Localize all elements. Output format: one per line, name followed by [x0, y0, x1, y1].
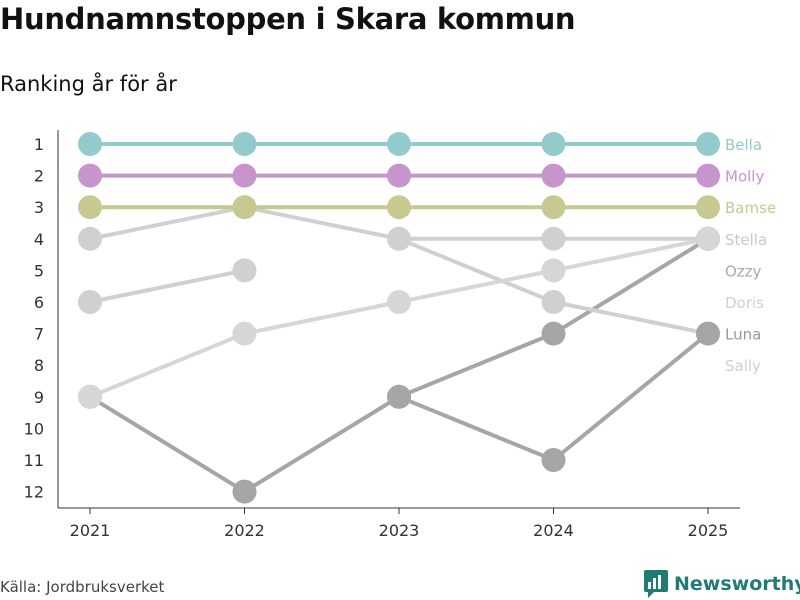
data-point: [78, 226, 102, 251]
series-line: [89, 236, 709, 399]
x-tick-label: 2025: [688, 521, 729, 540]
data-point: [541, 321, 566, 346]
x-tick-label: 2024: [533, 521, 574, 540]
y-tick-label: 6: [34, 293, 44, 312]
series-line: [89, 205, 709, 336]
y-tick-label: 5: [34, 261, 44, 280]
end-labels: Bella Molly Bamse Stella Ozzy Doris Luna Sally: [725, 136, 776, 375]
series-end-label: Bamse: [725, 199, 776, 217]
y-tick-label: 7: [34, 325, 44, 344]
y-tick-label: 12: [24, 483, 44, 502]
newsworthy-logo-icon: [644, 570, 668, 598]
data-point: [78, 384, 102, 409]
data-point: [541, 226, 566, 251]
series-end-label: Doris: [725, 294, 764, 312]
data-point: [696, 132, 720, 156]
data-point: [387, 226, 411, 251]
data-point: [696, 226, 720, 251]
y-tick-label: 8: [34, 356, 44, 375]
series-luna: [398, 332, 710, 462]
data-point: [387, 195, 411, 220]
series-line: [398, 332, 710, 462]
data-point: [541, 448, 566, 472]
data-point: [232, 321, 257, 346]
data-point: [78, 195, 102, 220]
data-point: [78, 163, 102, 188]
series-line: [88, 237, 710, 494]
data-point: [232, 258, 257, 283]
series-line: [89, 268, 245, 304]
data-point: [541, 163, 566, 188]
source-note: Källa: Jordbruksverket: [0, 578, 165, 596]
data-point: [541, 290, 566, 314]
series-end-label: Molly: [725, 168, 764, 186]
data-point: [387, 163, 411, 188]
x-tick-label: 2023: [379, 521, 420, 540]
x-tick-label: 2022: [224, 521, 265, 540]
brand-name: Newsworthy: [674, 573, 800, 595]
series-stella: [88, 237, 710, 494]
data-point: [387, 132, 411, 156]
data-point: [232, 132, 257, 156]
data-point: [541, 132, 566, 156]
series-end-label: Sally: [725, 357, 761, 375]
y-tick-label: 2: [34, 167, 44, 186]
data-point: [232, 163, 257, 188]
series-end-label: Luna: [725, 326, 761, 344]
data-point: [387, 290, 411, 314]
chart-title: Hundnamnstoppen i Skara kommun: [0, 2, 576, 36]
data-point: [387, 384, 411, 409]
data-point: [232, 479, 257, 504]
newsworthy-brand[interactable]: Newsworthy: [644, 569, 800, 599]
data-point: [541, 195, 566, 220]
y-tick-label: 9: [34, 388, 44, 407]
chart-subtitle: Ranking år för år: [0, 72, 177, 96]
data-point: [696, 163, 720, 188]
series-sally: [89, 236, 709, 399]
series-end-label: Stella: [725, 231, 767, 249]
data-point: [78, 132, 102, 156]
y-tick-label: 10: [24, 419, 44, 438]
y-tick-label: 4: [34, 230, 44, 249]
data-point: [696, 321, 720, 346]
y-tick-label: 3: [34, 198, 44, 217]
series-oknd: [89, 268, 245, 304]
data-point: [541, 258, 566, 283]
series-end-label: Bella: [725, 136, 762, 154]
x-tick-label: 2021: [70, 521, 111, 540]
y-tick-label: 1: [34, 135, 44, 154]
data-point: [696, 195, 720, 220]
y-tick-label: 11: [24, 451, 44, 470]
series-doris: [89, 205, 709, 336]
data-point: [78, 290, 102, 314]
series-end-label: Ozzy: [725, 262, 762, 280]
data-point: [232, 195, 257, 220]
